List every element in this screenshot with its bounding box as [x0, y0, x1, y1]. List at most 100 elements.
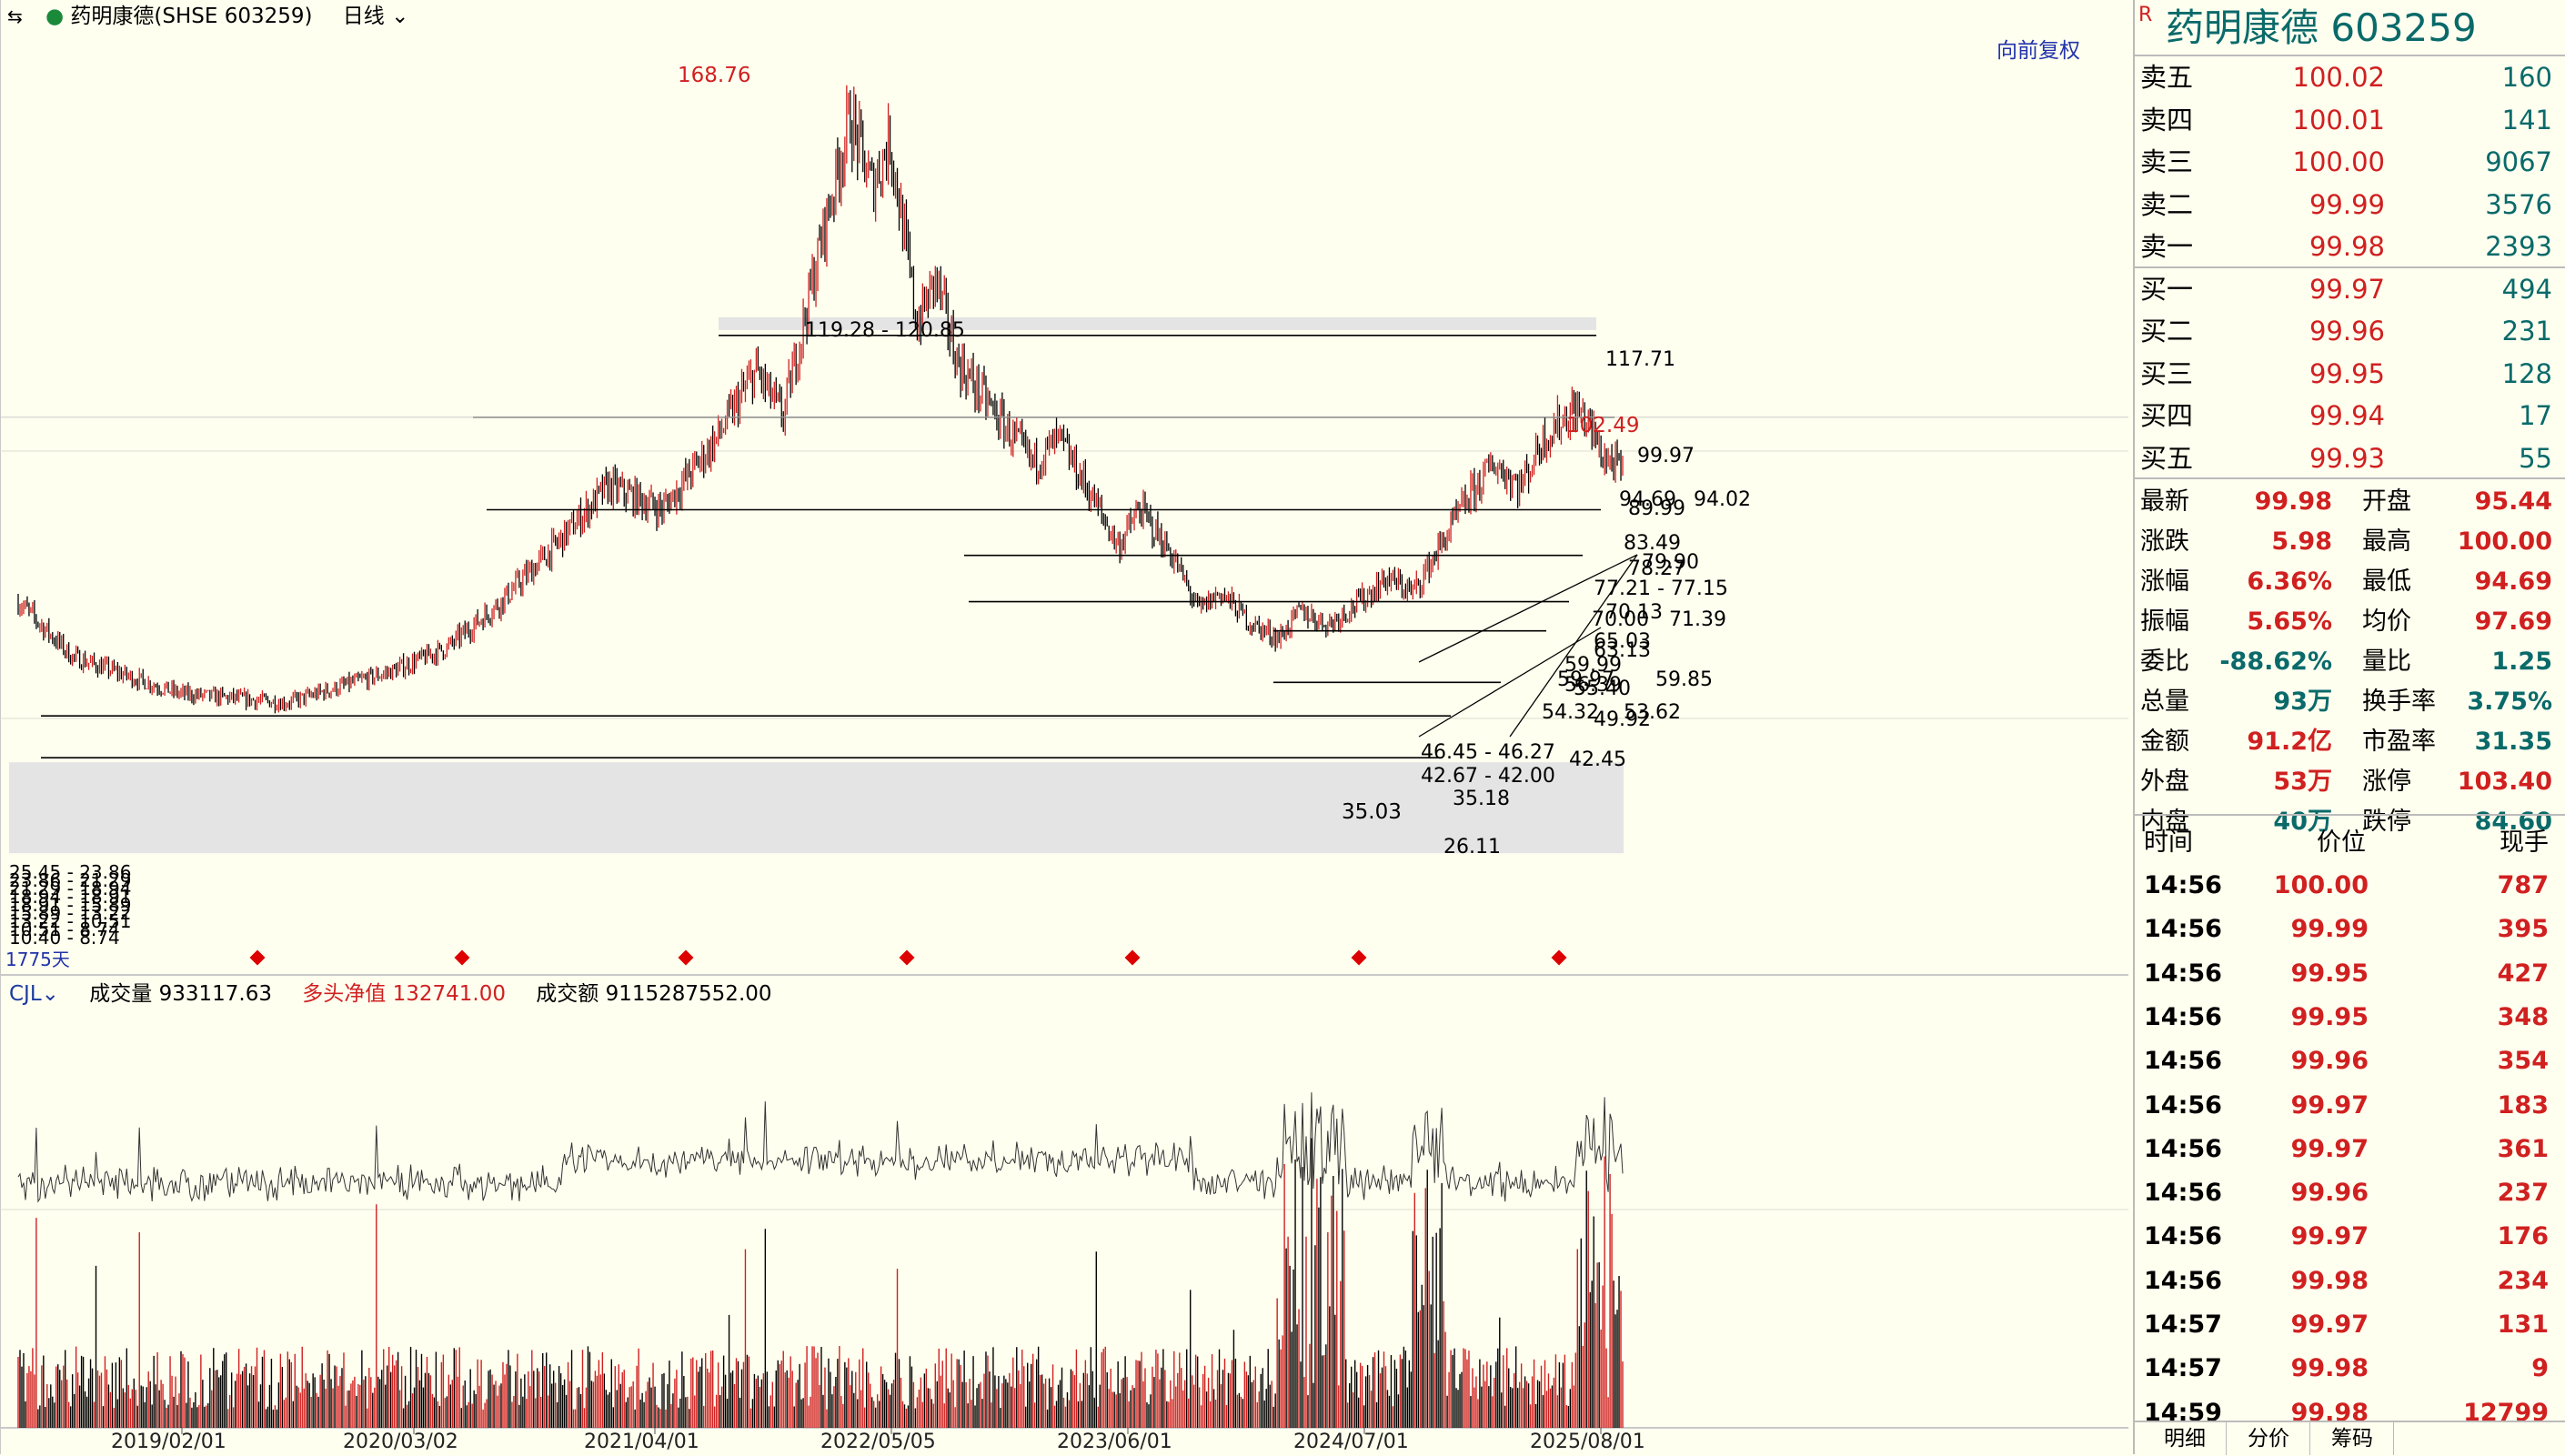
- r-badge: R: [2138, 4, 2153, 26]
- bid-row[interactable]: 买一 99.97 494: [2135, 270, 2565, 308]
- ask-row[interactable]: 卖三 100.00 9067: [2135, 143, 2565, 181]
- tick-time: 14:56: [2144, 1179, 2222, 1208]
- tick-time: 14:56: [2144, 1002, 2222, 1031]
- tick-row[interactable]: 14:57 99.97 131: [2135, 1303, 2565, 1347]
- tick-volume: 183: [2497, 1090, 2549, 1120]
- stat-row: 内盘 40万 跌停 84.60: [2135, 802, 2565, 842]
- level-price: 99.93: [2308, 442, 2385, 474]
- marker-diamond: [249, 949, 266, 966]
- bid-row[interactable]: 买三 99.95 128: [2135, 355, 2565, 393]
- quote-panel: R 药明康德 603259 卖五 100.02 160 卖四 100.01 141 卖三 10…: [2133, 0, 2565, 1456]
- tick-volume: 348: [2497, 1002, 2549, 1031]
- x-tick-label: 2020/03/02: [343, 1431, 458, 1453]
- tick-volume: 354: [2497, 1047, 2549, 1076]
- stat-label: 金额: [2140, 728, 2189, 756]
- tick-row[interactable]: 14:56 99.97 361: [2135, 1128, 2565, 1171]
- zone-label: 13.22 - 10.51: [9, 910, 131, 932]
- stat-row: 振幅 5.65% 均价 97.69: [2135, 602, 2565, 642]
- tab-1[interactable]: 分价: [2228, 1422, 2310, 1455]
- low-label: 35.03: [1342, 800, 1402, 824]
- stat-row: 最新 99.98 开盘 95.44: [2135, 482, 2565, 522]
- tick-price: 99.96: [2290, 1047, 2369, 1076]
- ask-row[interactable]: 卖四 100.01 141: [2135, 101, 2565, 139]
- zone-label: 10.51 - 8.74: [9, 919, 120, 940]
- adjust-mode-button[interactable]: 向前复权: [1997, 39, 2080, 63]
- tick-row[interactable]: 14:56 99.98 234: [2135, 1260, 2565, 1303]
- level-label: 卖一: [2140, 231, 2194, 262]
- stat-value: 97.69: [2474, 608, 2552, 636]
- tick-row[interactable]: 14:56 99.97 183: [2135, 1084, 2565, 1128]
- level-volume: 141: [2501, 104, 2552, 136]
- level-label: 42.45: [1569, 748, 1626, 771]
- level-volume: 231: [2501, 316, 2552, 346]
- price-chart[interactable]: 168.76 102.49 35.03 119.28 - 120.85 117.71 99…: [0, 0, 2128, 1454]
- x-tick-label: 2019/02/01: [111, 1431, 226, 1453]
- stat-value: 84.60: [2474, 808, 2552, 836]
- tick-row[interactable]: 14:56 99.97 176: [2135, 1215, 2565, 1259]
- stat-row: 涨幅 6.36% 最低 94.69: [2135, 562, 2565, 602]
- stat-value: 94.69: [2474, 567, 2552, 596]
- level-volume: 128: [2501, 357, 2552, 389]
- stat-label: 涨跌: [2140, 527, 2189, 556]
- tick-price: 99.97: [2290, 1310, 2369, 1339]
- tick-row[interactable]: 14:56 99.99 395: [2135, 908, 2565, 951]
- level-label: 89.99: [1628, 497, 1685, 520]
- level-price: 100.02: [2292, 62, 2385, 93]
- panel-tabs: 明细 分价 筹码: [2135, 1421, 2565, 1456]
- ask-row[interactable]: 卖一 99.98 2393: [2135, 227, 2565, 266]
- level-volume: 3576: [2485, 188, 2552, 220]
- tick-volume: 176: [2497, 1222, 2549, 1251]
- tick-price: 99.97: [2290, 1090, 2369, 1120]
- tick-row[interactable]: 14:56 100.00 787: [2135, 864, 2565, 908]
- level-label: 55.40: [1574, 678, 1631, 700]
- level-label: 53.62: [1624, 701, 1681, 724]
- period-selector[interactable]: 日线 ⌄: [342, 5, 409, 28]
- peak-label: 168.76: [678, 64, 750, 87]
- level-label: 卖四: [2140, 104, 2194, 136]
- zone-label: 15.89 - 13.22: [9, 902, 131, 924]
- tick-volume: 131: [2497, 1310, 2549, 1339]
- trend-line: [1509, 554, 1638, 738]
- level-label: 54.32: [1542, 701, 1599, 724]
- tick-row[interactable]: 14:56 99.95 348: [2135, 996, 2565, 1039]
- tick-volume: 9: [2531, 1354, 2549, 1383]
- stat-value: 53万: [2273, 768, 2332, 796]
- bid-row[interactable]: 买二 99.96 231: [2135, 312, 2565, 350]
- zone-label: 18.91 - 15.89: [9, 894, 131, 916]
- tick-time: 14:56: [2144, 915, 2222, 944]
- stat-label: 涨幅: [2140, 567, 2189, 596]
- ask-row[interactable]: 卖五 100.02 160: [2135, 58, 2565, 96]
- tick-row[interactable]: 14:56 99.96 354: [2135, 1039, 2565, 1083]
- level-price: 99.95: [2308, 357, 2385, 389]
- level-label: 79.90: [1642, 551, 1699, 574]
- tick-time: 14:56: [2144, 1134, 2222, 1163]
- bid-row[interactable]: 买四 99.94 17: [2135, 397, 2565, 435]
- x-tick-label: 2021/04/01: [584, 1431, 699, 1453]
- trend-line: [1418, 627, 1602, 738]
- tab-2[interactable]: 筹码: [2311, 1422, 2394, 1455]
- level-label: 46.45 - 46.27: [1421, 741, 1555, 764]
- level-price: 99.97: [2308, 273, 2385, 305]
- level-volume: 160: [2501, 62, 2552, 93]
- tick-row[interactable]: 14:56 99.95 427: [2135, 952, 2565, 996]
- level-label: 56.39: [1564, 674, 1622, 697]
- stat-value: 95.44: [2474, 487, 2552, 516]
- level-label: 26.11: [1443, 836, 1501, 859]
- tick-row[interactable]: 14:57 99.98 9: [2135, 1347, 2565, 1391]
- stat-label: 跌停: [2362, 808, 2411, 836]
- bid-row[interactable]: 买五 99.93 55: [2135, 439, 2565, 477]
- x-tick-label: 2024/07/01: [1293, 1431, 1409, 1453]
- stock-switch-icon[interactable]: ⇆: [7, 5, 23, 27]
- stat-value: 99.98: [2254, 487, 2332, 516]
- marker-diamond: [1124, 949, 1141, 966]
- tick-price: 99.97: [2290, 1222, 2369, 1251]
- ask-row[interactable]: 卖二 99.99 3576: [2135, 186, 2565, 224]
- level-label: 77.21 - 77.15: [1594, 577, 1728, 600]
- tick-volume: 395: [2497, 915, 2549, 944]
- tick-row[interactable]: 14:56 99.96 237: [2135, 1171, 2565, 1215]
- panel-title: 药明康德 603259: [2166, 5, 2477, 50]
- indicator-selector[interactable]: CJL⌄: [9, 982, 59, 1006]
- level-label: 117.71: [1605, 348, 1675, 371]
- zone-label: 18.94 - 18.91: [9, 886, 131, 908]
- tab-0[interactable]: 明细: [2144, 1422, 2227, 1455]
